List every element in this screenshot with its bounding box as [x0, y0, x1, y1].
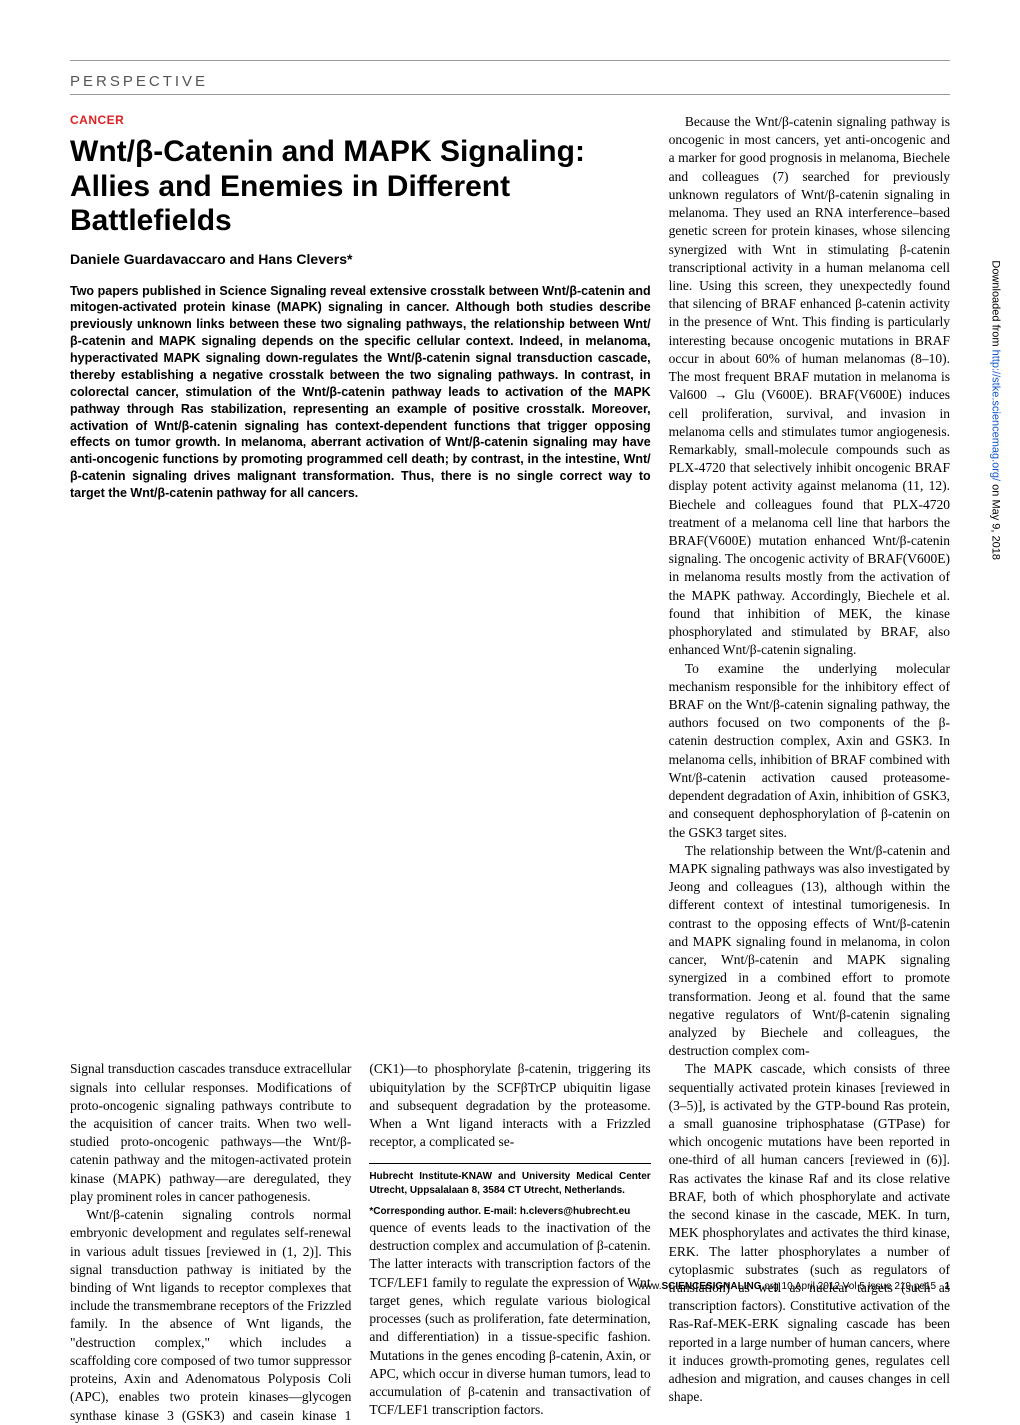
header-rule-bottom — [70, 94, 950, 95]
article-authors: Daniele Guardavaccaro and Hans Clevers* — [70, 251, 651, 267]
body-paragraph: To examine the underlying molecular mech… — [669, 660, 950, 842]
body-paragraph: Signal transduction cascades transduce e… — [70, 1060, 351, 1206]
body-paragraph: quence of events leads to the inactivati… — [369, 1219, 650, 1419]
affiliation-rule — [369, 1163, 650, 1164]
footer-page-number: 1 — [944, 1281, 950, 1292]
article-title: Wnt/β-Catenin and MAPK Signaling: Allies… — [70, 135, 651, 239]
page-footer: www.SCIENCESIGNALING.org 10 April 2012 V… — [638, 1281, 950, 1292]
body-paragraph: The relationship between the Wnt/β-caten… — [669, 842, 950, 1061]
body-paragraph: Because the Wnt/β-catenin signaling path… — [669, 113, 950, 660]
footer-site-suffix: .org — [762, 1281, 779, 1292]
article-category: CANCER — [70, 113, 651, 127]
lower-columns: Signal transduction cascades transduce e… — [70, 1060, 950, 1424]
corresponding-author: *Corresponding author. E-mail: h.clevers… — [369, 1205, 650, 1219]
body-paragraph: The MAPK cascade, which consists of thre… — [669, 1060, 950, 1406]
download-link[interactable]: http://stke.sciencemag.org/ — [990, 350, 1002, 481]
header-rule-top — [70, 60, 950, 61]
download-suffix: on May 9, 2018 — [990, 481, 1002, 560]
right-column-top: Because the Wnt/β-catenin signaling path… — [669, 113, 950, 1060]
affiliation-text: Hubrecht Institute-KNAW and University M… — [369, 1170, 650, 1197]
footer-site-bold: SCIENCESIGNALING — [662, 1281, 762, 1292]
content-grid: CANCER Wnt/β-Catenin and MAPK Signaling:… — [70, 113, 950, 1425]
section-label: PERSPECTIVE — [70, 67, 950, 94]
download-prefix: Downloaded from — [990, 260, 1002, 349]
footer-citation: 10 April 2012 Vol 5 Issue 219 pe15 — [779, 1281, 936, 1292]
article-abstract: Two papers published in Science Signalin… — [70, 283, 651, 502]
left-block: CANCER Wnt/β-Catenin and MAPK Signaling:… — [70, 113, 651, 1060]
download-note: Downloaded from http://stke.sciencemag.o… — [990, 260, 1002, 560]
affiliation-block: Hubrecht Institute-KNAW and University M… — [369, 1163, 650, 1219]
footer-site-prefix: www. — [638, 1281, 662, 1292]
